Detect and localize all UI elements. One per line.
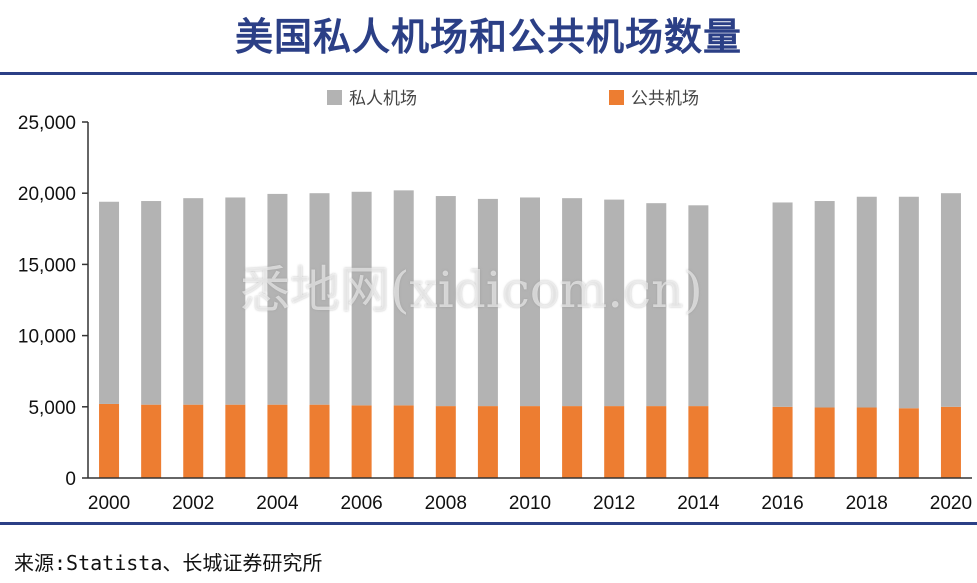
legend-label: 私人机场 bbox=[349, 89, 417, 109]
x-tick-label: 2000 bbox=[88, 493, 130, 514]
legend: 私人机场 公共机场 bbox=[327, 89, 699, 109]
x-tick-label: 2016 bbox=[761, 493, 803, 514]
bar-public-2011 bbox=[562, 406, 583, 478]
bar-private-2005 bbox=[309, 193, 330, 405]
bar-private-2000 bbox=[99, 201, 120, 404]
top-rule bbox=[0, 72, 977, 75]
bar-private-2017 bbox=[814, 201, 835, 408]
bar-private-2016 bbox=[772, 202, 793, 407]
bar-public-2014 bbox=[688, 406, 709, 478]
bar-public-2017 bbox=[814, 407, 835, 478]
bar-public-2001 bbox=[141, 404, 162, 478]
y-tick-label: 5,000 bbox=[28, 398, 76, 419]
y-tick-label: 20,000 bbox=[18, 184, 76, 205]
bar-public-2009 bbox=[477, 406, 498, 478]
source-note: 来源:Statista、长城证券研究所 bbox=[14, 551, 323, 575]
bars-group bbox=[99, 190, 961, 478]
bar-public-2007 bbox=[393, 405, 414, 478]
bar-public-2012 bbox=[604, 406, 625, 478]
bar-public-2006 bbox=[351, 405, 372, 478]
bar-private-2003 bbox=[225, 197, 246, 405]
x-tick-label: 2008 bbox=[425, 493, 467, 514]
legend-label: 公共机场 bbox=[631, 89, 699, 109]
bar-private-2019 bbox=[898, 196, 919, 409]
bar-public-2003 bbox=[225, 404, 246, 478]
bar-public-2008 bbox=[435, 406, 456, 478]
y-tick-label: 10,000 bbox=[18, 327, 76, 348]
x-tick-label: 2020 bbox=[930, 493, 972, 514]
bar-private-2004 bbox=[267, 193, 288, 405]
bar-public-2002 bbox=[183, 404, 204, 478]
bar-private-2006 bbox=[351, 191, 372, 406]
x-tick-label: 2014 bbox=[677, 493, 720, 514]
bar-private-2012 bbox=[604, 199, 625, 407]
bar-public-2013 bbox=[646, 406, 667, 478]
x-tick-label: 2018 bbox=[846, 493, 888, 514]
y-tick-label: 0 bbox=[65, 469, 76, 490]
bar-public-2005 bbox=[309, 404, 330, 478]
bar-private-2002 bbox=[183, 198, 204, 405]
legend-swatch bbox=[327, 90, 342, 105]
bar-public-2019 bbox=[898, 408, 919, 478]
bar-private-2010 bbox=[520, 197, 540, 407]
bar-public-2010 bbox=[520, 406, 540, 478]
legend-swatch bbox=[609, 90, 624, 105]
x-tick-label: 2006 bbox=[340, 493, 382, 514]
bar-public-2018 bbox=[856, 407, 877, 478]
bar-chart: 私人机场 公共机场 05,00010,00015,00020,00025,000 … bbox=[18, 89, 972, 514]
bar-public-2016 bbox=[772, 406, 793, 478]
bar-private-2014 bbox=[688, 205, 709, 407]
bar-private-2020 bbox=[940, 193, 961, 407]
bar-private-2009 bbox=[477, 198, 498, 407]
bar-private-2007 bbox=[393, 190, 414, 406]
bar-public-2004 bbox=[267, 404, 288, 478]
x-tick-label: 2002 bbox=[172, 493, 214, 514]
x-tick-label: 2012 bbox=[593, 493, 635, 514]
bar-private-2001 bbox=[141, 201, 162, 405]
x-tick-label: 2004 bbox=[256, 493, 299, 514]
bar-private-2008 bbox=[435, 196, 456, 407]
y-axis: 0 5,000 10,000 15,000 20,000 25,000 bbox=[18, 113, 89, 490]
bar-private-2011 bbox=[562, 198, 583, 407]
bottom-rule bbox=[0, 522, 977, 525]
y-tick-label: 15,000 bbox=[18, 255, 76, 276]
bar-public-2000 bbox=[99, 403, 120, 478]
bar-public-2020 bbox=[940, 406, 961, 478]
y-tick-label: 25,000 bbox=[18, 113, 76, 134]
chart-title: 美国私人机场和公共机场数量 bbox=[234, 15, 742, 59]
bar-private-2018 bbox=[856, 196, 877, 408]
bar-private-2013 bbox=[646, 203, 667, 407]
x-axis: 2000 2002 2004 2006 2008 2010 2012 2014 2016 2018… bbox=[88, 477, 972, 514]
x-tick-label: 2010 bbox=[509, 493, 551, 514]
